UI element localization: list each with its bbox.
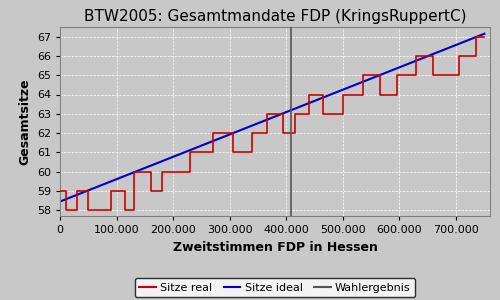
Y-axis label: Gesamtsitze: Gesamtsitze xyxy=(18,78,32,165)
Legend: Sitze real, Sitze ideal, Wahlergebnis: Sitze real, Sitze ideal, Wahlergebnis xyxy=(135,278,415,297)
X-axis label: Zweitstimmen FDP in Hessen: Zweitstimmen FDP in Hessen xyxy=(172,241,378,254)
Title: BTW2005: Gesamtmandate FDP (KringsRuppertC): BTW2005: Gesamtmandate FDP (KringsRupper… xyxy=(84,9,466,24)
